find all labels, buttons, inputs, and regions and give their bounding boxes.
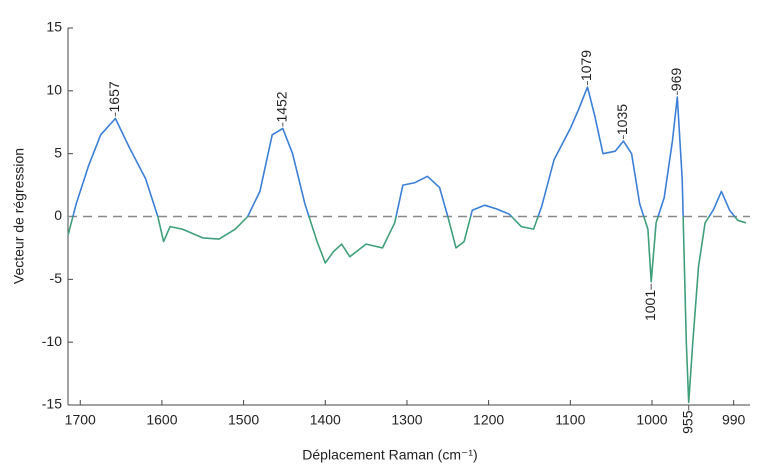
x-tick-label: 1100 <box>555 412 585 428</box>
y-tick-label: -15 <box>42 396 62 412</box>
y-tick-label: 5 <box>54 144 62 160</box>
x-tick-label: 1300 <box>391 412 422 428</box>
x-tick-label: 990 <box>722 412 746 428</box>
annotation: 1079 <box>578 50 594 81</box>
y-axis-label: Vecteur de régression <box>11 148 27 284</box>
annotation: 969 <box>668 68 684 92</box>
annotation: 1001 <box>642 290 658 321</box>
annotation: 1035 <box>614 104 630 135</box>
annotation: 955 <box>679 410 695 434</box>
y-tick-label: 0 <box>54 207 62 223</box>
data-line <box>67 86 747 404</box>
y-tick-label: 15 <box>46 19 62 35</box>
x-tick-label: 1500 <box>228 412 259 428</box>
y-tick-label: 10 <box>46 82 62 98</box>
x-axis-label: Déplacement Raman (cm⁻¹) <box>302 447 477 463</box>
y-tick-label: -5 <box>50 270 63 286</box>
x-tick-label: 1200 <box>473 412 504 428</box>
x-tick-label: 1700 <box>65 412 96 428</box>
annotation: 1452 <box>274 91 290 122</box>
x-tick-label: 1600 <box>146 412 177 428</box>
x-tick-label: 1400 <box>310 412 341 428</box>
annotation: 1657 <box>106 81 122 112</box>
x-tick-label: 1000 <box>636 412 667 428</box>
y-tick-label: -10 <box>42 333 62 349</box>
